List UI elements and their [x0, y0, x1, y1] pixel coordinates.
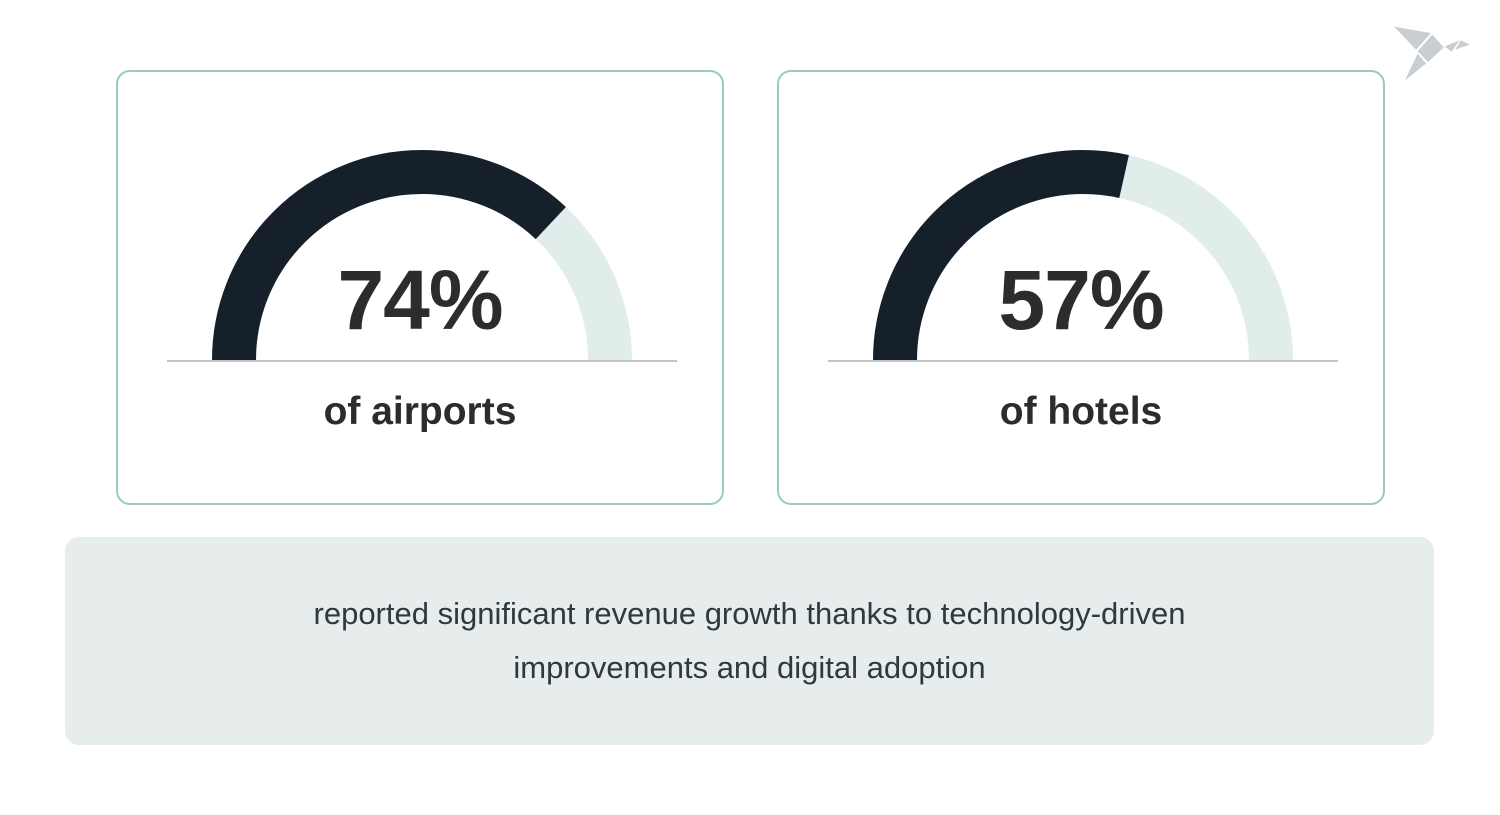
gauge-category-label: of hotels: [999, 390, 1163, 433]
callout-text-line-1: reported significant revenue growth than…: [313, 596, 1186, 631]
gauge-value-arc: [873, 150, 1293, 361]
gauge-category-label: of airports: [323, 390, 517, 433]
stat-card-hotels: 57% of hotels: [777, 70, 1385, 505]
stat-card-airports: 74% of airports: [116, 70, 724, 505]
bird-beak: [1455, 40, 1470, 50]
bird-tail: [1404, 53, 1427, 81]
gauge-value-arc: [212, 150, 632, 361]
origami-bird-logo: [1393, 26, 1470, 81]
gauge-chart-hotels: [873, 150, 1293, 361]
gauge-percent-value: 74%: [337, 253, 503, 347]
gauge-baseline: [828, 360, 1338, 362]
bird-body: [1417, 34, 1444, 63]
gauge-baseline: [167, 360, 677, 362]
callout-text-line-2: improvements and digital adoption: [513, 650, 986, 685]
bird-head: [1444, 40, 1460, 52]
gauge-percent-value: 57%: [998, 253, 1164, 347]
bird-wing: [1393, 26, 1431, 50]
callout-box: reported significant revenue growth than…: [65, 537, 1434, 745]
gauge-chart-airports: [212, 150, 632, 361]
